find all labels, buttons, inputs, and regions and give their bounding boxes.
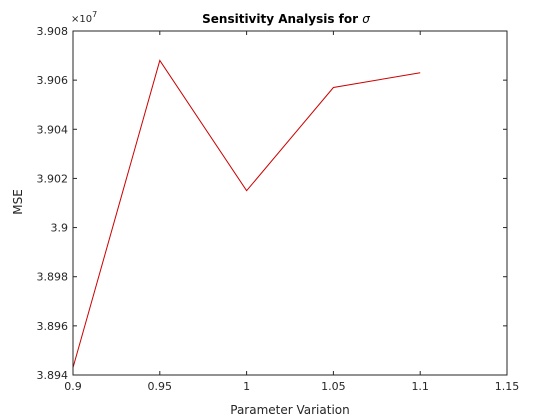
y-tick-label: 3.894 — [37, 369, 69, 382]
y-tick-label: 3.898 — [37, 271, 69, 284]
x-tick-label: 1.05 — [321, 380, 346, 393]
x-tick-label: 1.15 — [495, 380, 520, 393]
x-axis-label: Parameter Variation — [230, 403, 349, 417]
y-tick-label: 3.9 — [51, 222, 69, 235]
y-multiplier-base: ×10 — [71, 14, 92, 25]
chart-title-text: Sensitivity Analysis for — [202, 12, 358, 26]
chart-title: Sensitivity Analysis for σ — [202, 12, 370, 26]
y-multiplier: ×107 — [71, 10, 97, 25]
y-tick-label: 3.906 — [37, 74, 69, 87]
x-tick-label: 1 — [243, 380, 250, 393]
y-multiplier-exp: 7 — [92, 10, 97, 19]
chart-title-symbol: σ — [362, 12, 370, 26]
x-tick-label: 0.9 — [64, 380, 82, 393]
y-tick-label: 3.902 — [37, 172, 69, 185]
axes-box — [72, 30, 508, 376]
y-axis-label: MSE — [11, 189, 25, 215]
y-tick-label: 3.908 — [37, 25, 69, 38]
y-tick-label: 3.896 — [37, 320, 69, 333]
x-tick-label: 0.95 — [148, 380, 173, 393]
axes: 0.9 0.95 1 1.05 1.1 1.15 3.894 3.896 3.898 3.9 3.9… — [37, 25, 520, 393]
y-tick-label: 3.904 — [37, 123, 69, 136]
x-tick-label: 1.1 — [411, 380, 429, 393]
